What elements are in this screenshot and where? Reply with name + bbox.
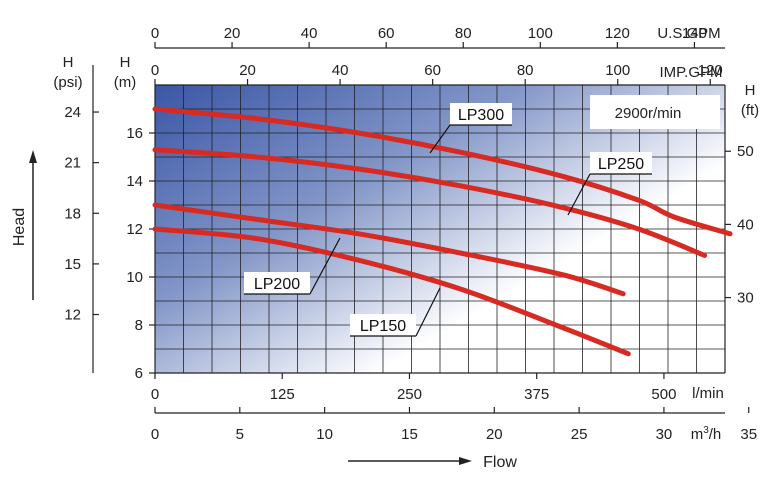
us-gpm-tick-label: 20 — [224, 25, 241, 42]
imp-gpm-tick-label: 20 — [239, 62, 256, 79]
y-tick-label: 8 — [135, 317, 143, 334]
imp-gpm-tick-label: 100 — [605, 62, 630, 79]
curve-label-lp250: LP250 — [598, 156, 644, 173]
imp-gpm-tick-label: 60 — [424, 62, 441, 79]
psi-tick-label: 18 — [64, 205, 81, 222]
psi-tick-label: 24 — [64, 104, 81, 121]
imp-gpm-tick-label: 40 — [332, 62, 349, 79]
y-tick-label: 12 — [126, 221, 143, 238]
ft-tick-label: 50 — [737, 143, 754, 160]
y-unit-m: (m) — [114, 74, 137, 91]
x-tick-label: 500 — [651, 386, 676, 403]
curve-label-leader — [415, 287, 441, 337]
curve-label-lp200: LP200 — [254, 276, 300, 293]
us-gpm-unit: U.S.GPM — [657, 25, 720, 42]
imp-gpm-tick-label: 80 — [517, 62, 534, 79]
y-tick-label: 16 — [126, 125, 143, 142]
us-gpm-tick-label: 80 — [455, 25, 472, 42]
y-tick-label: 10 — [126, 269, 143, 286]
speed-label-box — [590, 95, 720, 129]
m3h-tick-label: 30 — [656, 426, 673, 443]
imp-gpm-tick-label: 0 — [151, 62, 159, 79]
psi-tick-label: 21 — [64, 155, 81, 172]
imp-gpm-unit: IMP.GPM — [659, 64, 722, 81]
m3h-tick-label: 10 — [316, 426, 333, 443]
y-unit-h: H — [120, 54, 131, 71]
curve-lp300 — [152, 106, 733, 237]
curve-label-box — [350, 314, 416, 336]
curve-label-box — [244, 272, 310, 294]
curve-label-lp150: LP150 — [360, 318, 406, 335]
y-tick-label: 14 — [126, 173, 143, 190]
x-tick-label: 375 — [524, 386, 549, 403]
psi-unit: (psi) — [53, 74, 82, 91]
curve-label-leader — [309, 237, 341, 295]
m3h-tick-label: 25 — [571, 426, 588, 443]
x-axis-title: Flow — [483, 454, 517, 471]
us-gpm-tick-label: 60 — [378, 25, 395, 42]
speed-label: 2900r/min — [615, 105, 682, 122]
m3h-tick-label: 15 — [401, 426, 418, 443]
curves — [152, 106, 733, 357]
x-tick-label: 250 — [397, 386, 422, 403]
m3h-unit: m3/h — [691, 425, 722, 443]
y-axis-title: Head — [11, 208, 28, 246]
curve-label-leader — [429, 124, 451, 154]
curve-lp150 — [152, 226, 631, 357]
imp-gpm-tick-label: 120 — [698, 62, 723, 79]
x-tick-label: 0 — [151, 386, 159, 403]
us-gpm-tick-label: 40 — [301, 25, 318, 42]
y-axis-arrow-head — [29, 150, 37, 163]
curve-label-leader — [567, 173, 591, 216]
m3h-tick-label: 0 — [151, 426, 159, 443]
x-tick-label: 125 — [270, 386, 295, 403]
curve-labels: LP300 LP250 LP200 LP150 — [244, 103, 652, 337]
us-gpm-tick-label: 140 — [682, 25, 707, 42]
curve-label-box — [590, 152, 652, 174]
axes — [92, 42, 750, 414]
curve-label-lp300: LP300 — [458, 107, 504, 124]
ft-unit: (ft) — [741, 102, 759, 119]
curve-lp200 — [152, 202, 626, 297]
us-gpm-tick-label: 0 — [151, 25, 159, 42]
x-axis-arrow-head — [459, 457, 472, 465]
psi-tick-label: 12 — [64, 307, 81, 324]
m3h-tick-label: 5 — [236, 426, 244, 443]
ft-unit-h: H — [745, 82, 756, 99]
ft-tick-label: 30 — [737, 290, 754, 307]
y-tick-label: 6 — [135, 365, 143, 382]
psi-unit-h: H — [63, 54, 74, 71]
us-gpm-tick-label: 120 — [605, 25, 630, 42]
ft-tick-label: 40 — [737, 216, 754, 233]
psi-tick-label: 15 — [64, 256, 81, 273]
us-gpm-tick-label: 100 — [528, 25, 553, 42]
m3h-tick-label: 35 — [740, 426, 757, 443]
lmin-unit: l/min — [692, 385, 724, 402]
curve-lp250 — [152, 147, 708, 258]
curve-label-box — [450, 103, 512, 125]
m3h-tick-label: 20 — [486, 426, 503, 443]
